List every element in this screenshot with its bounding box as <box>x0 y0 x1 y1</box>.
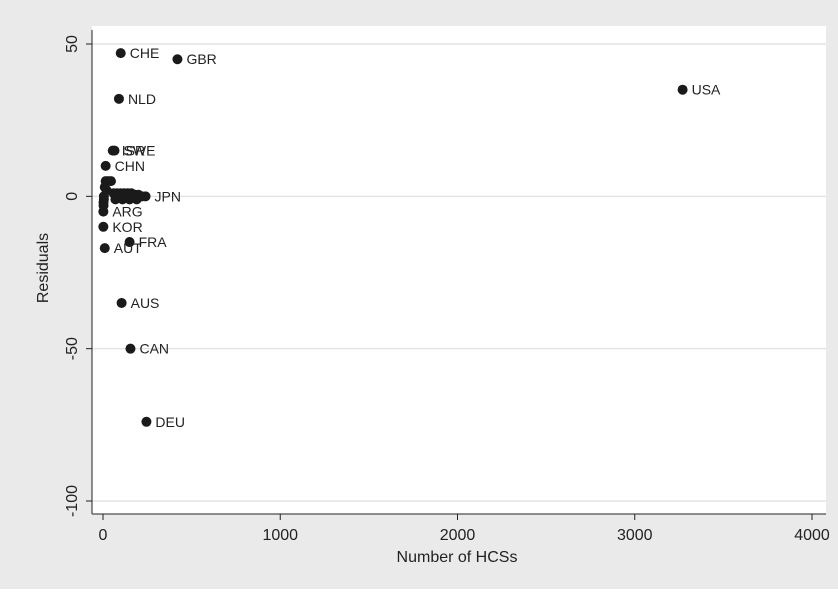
data-label: NLD <box>128 91 156 107</box>
data-point <box>124 237 135 248</box>
data-point <box>110 194 121 205</box>
data-point <box>105 176 116 187</box>
x-tick-label: 0 <box>99 527 108 544</box>
data-point <box>98 206 109 217</box>
data-point <box>116 297 127 308</box>
data-label: ARG <box>112 204 142 220</box>
data-label: USA <box>692 82 721 98</box>
data-point <box>113 93 124 104</box>
data-label: DEU <box>155 414 185 430</box>
x-axis-title: Number of HCSs <box>397 549 518 566</box>
data-label: KOR <box>112 219 142 235</box>
x-tick-label: 3000 <box>617 527 653 544</box>
data-point <box>125 343 136 354</box>
data-point <box>99 243 110 254</box>
data-label: SWE <box>124 143 156 159</box>
y-tick-label: 0 <box>64 192 81 201</box>
data-label: CAN <box>139 341 169 357</box>
data-point <box>172 54 183 65</box>
y-tick-label: 50 <box>64 35 81 53</box>
axes <box>91 30 826 515</box>
data-label: CHN <box>115 158 145 174</box>
x-tick-label: 4000 <box>794 527 830 544</box>
x-tick-label: 2000 <box>440 527 476 544</box>
x-tick-label: 1000 <box>262 527 298 544</box>
data-point <box>98 221 109 232</box>
data-point <box>117 194 128 205</box>
plot-area <box>92 26 826 514</box>
data-point <box>140 191 151 202</box>
y-tick-label: -50 <box>64 337 81 360</box>
data-point <box>124 194 135 205</box>
y-tick-label: -100 <box>64 485 81 517</box>
y-axis-title: Residuals <box>35 233 52 303</box>
data-label: JPN <box>155 188 181 204</box>
data-point <box>100 160 111 171</box>
x-ticks: 0 1000 2000 3000 4000 <box>99 514 830 544</box>
data-point <box>109 145 120 156</box>
data-label: AUS <box>131 295 160 311</box>
data-point <box>115 48 126 59</box>
gridlines <box>92 43 826 502</box>
data-label: GBR <box>186 51 216 67</box>
data-point <box>131 194 142 205</box>
y-ticks: -100 -50 0 50 <box>64 35 92 517</box>
data-label: FRA <box>139 234 168 250</box>
data-point <box>141 416 152 427</box>
data-label: ISR <box>122 143 145 159</box>
data-label: CHE <box>130 45 160 61</box>
data-label: AUT <box>114 240 142 256</box>
data-points <box>98 48 688 427</box>
data-point <box>677 84 688 95</box>
